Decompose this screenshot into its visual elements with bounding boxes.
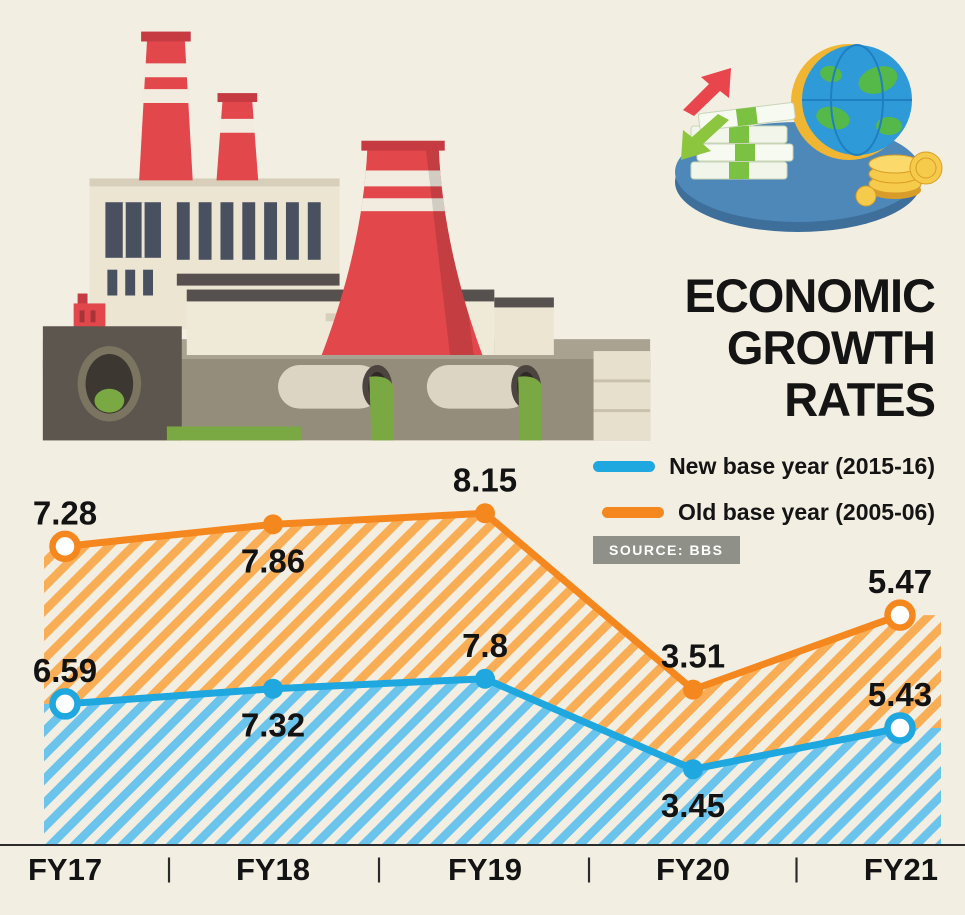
value-label: 8.15: [453, 461, 517, 498]
slit-windows: [176, 202, 321, 260]
page-title: ECONOMIC GROWTH RATES: [685, 270, 936, 426]
waste-pipe-2: [426, 364, 542, 441]
stairs: [593, 351, 651, 441]
tunnel-waste: [94, 388, 125, 413]
green-spill: [166, 426, 301, 441]
data-point: [49, 688, 81, 720]
source-badge: SOURCE: BBS: [593, 536, 740, 564]
tick-separator: |: [375, 853, 382, 883]
title-line-2: GROWTH: [726, 321, 936, 374]
data-point: [263, 678, 283, 699]
chimney-large: [139, 31, 193, 181]
main-building: [89, 178, 340, 330]
value-label: 7.86: [241, 542, 305, 579]
legend-swatch-new-icon: [593, 460, 656, 472]
value-label: 7.28: [33, 494, 97, 531]
legend-item-old-base: Old base year (2005-06): [593, 498, 935, 526]
x-axis-label: FY17: [28, 852, 102, 887]
globe-icon: [791, 44, 912, 160]
coins-icon: [855, 151, 943, 207]
value-label: 6.59: [33, 652, 97, 689]
data-point: [263, 514, 283, 535]
data-point: [683, 759, 703, 780]
chart-legend: New base year (2015-16) Old base year (2…: [593, 452, 935, 544]
waste-pipe-1: [278, 364, 394, 441]
data-point: [884, 599, 916, 631]
tick-separator: |: [165, 853, 172, 883]
legend-swatch-old-icon: [602, 506, 665, 518]
value-label: 7.32: [241, 707, 305, 744]
data-point: [683, 679, 703, 700]
new-base-area: [44, 678, 941, 844]
legend-label-old: Old base year (2005-06): [678, 499, 935, 525]
big-window: [105, 202, 161, 258]
legend-item-new-base: New base year (2015-16): [593, 452, 935, 480]
value-label: 5.47: [868, 563, 932, 600]
x-axis-label: FY19: [448, 852, 522, 887]
chimney-small: [216, 93, 259, 181]
tick-separator: |: [793, 853, 800, 883]
up-arrow-icon: [683, 68, 731, 116]
legend-label-new: New base year (2015-16): [669, 453, 935, 479]
x-axis-label: FY21: [864, 852, 938, 887]
value-label: 7.8: [462, 627, 508, 664]
data-point: [475, 668, 495, 689]
data-point: [884, 712, 916, 744]
value-label: 3.45: [661, 787, 725, 824]
down-arrow-icon: [681, 114, 729, 160]
data-point: [475, 503, 495, 524]
side-building: [494, 297, 554, 356]
data-point: [49, 530, 81, 563]
title-line-3: RATES: [784, 373, 936, 426]
value-label: 5.43: [868, 676, 932, 713]
x-axis-label: FY20: [656, 852, 730, 887]
title-line-1: ECONOMIC: [684, 269, 936, 322]
platform-left-block: [42, 326, 182, 441]
tick-separator: |: [585, 853, 592, 883]
small-windows: [107, 269, 154, 296]
factory-illustration: [42, 31, 651, 441]
globe-money-illustration: [675, 44, 943, 232]
value-label: 3.51: [661, 638, 725, 675]
x-axis-label: FY18: [236, 852, 310, 887]
